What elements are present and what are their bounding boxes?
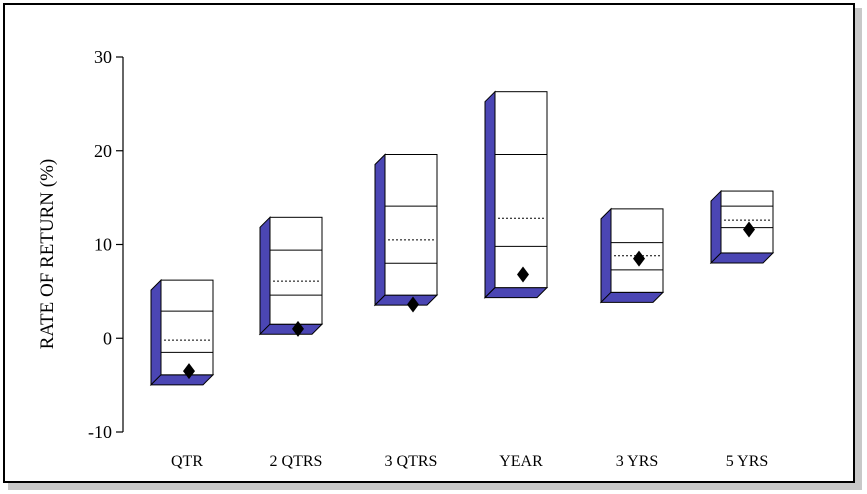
y-tick-label: 30	[94, 47, 112, 67]
y-tick-label: 20	[94, 141, 112, 161]
value-marker	[292, 320, 304, 337]
box-5-yrs	[709, 189, 775, 265]
box-side-face	[374, 153, 386, 307]
box-side-face	[600, 207, 612, 304]
x-tick-label: 2 QTRS	[270, 453, 323, 470]
value-marker	[743, 221, 755, 238]
box-range	[610, 208, 664, 293]
box-range	[269, 216, 323, 325]
x-tick-label: 3 YRS	[616, 453, 659, 470]
box-range	[494, 91, 548, 289]
box-year	[483, 90, 549, 299]
x-tick-labels: QTR 2 QTRS 3 QTRS YEAR 3 YRS 5 YRS	[171, 453, 768, 470]
x-tick-label: QTR	[171, 453, 203, 470]
box-qtr	[149, 278, 215, 387]
x-tick-label: 3 QTRS	[385, 453, 438, 470]
box-side-face	[710, 189, 722, 265]
box-side-face	[484, 90, 496, 299]
box-bottom-face	[599, 291, 665, 303]
y-axis-label: RATE OF RETURN (%)	[37, 159, 58, 350]
box-side-face	[150, 278, 162, 387]
box-range	[720, 190, 774, 254]
box-3-qtrs	[373, 153, 439, 313]
box-range	[160, 279, 214, 376]
y-tick-label: 10	[94, 235, 112, 255]
value-marker	[183, 363, 195, 380]
boxes	[149, 90, 775, 387]
box-bottom-face	[149, 374, 215, 386]
x-tick-label: 5 YRS	[726, 453, 769, 470]
value-marker	[633, 250, 645, 267]
box-range	[384, 154, 438, 296]
box-side-face	[259, 216, 271, 336]
box-bottom-face	[373, 294, 439, 306]
box-bottom-face	[709, 252, 775, 264]
box-3-yrs	[599, 207, 665, 304]
box-bottom-face	[483, 287, 549, 299]
y-axis: -10 0 10 20 30	[88, 47, 124, 442]
box-2-qtrs	[258, 216, 324, 337]
value-marker	[407, 296, 419, 313]
y-tick-label: -10	[88, 422, 112, 442]
box-bottom-face	[258, 323, 324, 335]
value-marker	[517, 266, 529, 283]
x-tick-label: YEAR	[499, 453, 543, 470]
y-tick-label: 0	[103, 328, 112, 348]
